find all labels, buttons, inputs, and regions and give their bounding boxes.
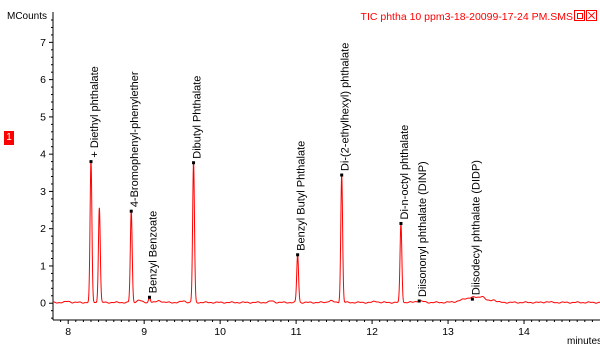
peak-marker — [296, 253, 300, 257]
x-tick-label: 14 — [518, 326, 530, 338]
peak-marker — [470, 297, 474, 301]
x-axis-label: minutes — [567, 336, 600, 347]
y-tick-label: 3 — [40, 186, 46, 198]
y-tick-label: 7 — [40, 37, 46, 49]
peak-marker — [192, 161, 196, 165]
peak-marker — [417, 299, 421, 303]
pane-number-badge[interactable]: 1 — [4, 131, 14, 145]
peak-label: Di-n-octyl phthalate — [399, 125, 411, 220]
peak-label: Benzyl Benzoate — [147, 211, 159, 294]
x-tick-label: 11 — [291, 326, 302, 338]
y-tick-label: 2 — [40, 223, 46, 235]
y-tick-label: 0 — [40, 298, 46, 310]
x-tick-label: 10 — [214, 326, 226, 338]
peak-marker — [340, 173, 344, 177]
peak-label: 4-Bromophenyl-phenylether — [129, 71, 141, 207]
peak-label: + Diethyl phthalate — [89, 66, 101, 157]
y-tick-label: 4 — [40, 149, 46, 161]
x-tick-label: 8 — [65, 326, 71, 338]
y-tick-label: 6 — [40, 74, 46, 86]
y-axis-label: MCounts — [7, 11, 48, 22]
peak-label: Diisodecyl phthalate (DIDP) — [470, 160, 482, 295]
peak-label: Di-(2-ethylhexyl) phthalate — [340, 43, 352, 171]
y-tick-label: 1 — [40, 260, 46, 272]
maximize-icon[interactable] — [574, 10, 585, 21]
peak-label: Dibutyl Phthalate — [192, 76, 204, 159]
x-tick-label: 13 — [442, 326, 454, 338]
y-tick-label: 5 — [40, 111, 46, 123]
peak-marker — [129, 209, 133, 213]
peak-marker — [399, 221, 403, 225]
peak-marker — [147, 295, 151, 299]
peak-label: Diisononyl phthalate (DINP) — [417, 161, 429, 297]
tic-trace — [52, 160, 600, 304]
close-icon[interactable] — [586, 10, 597, 21]
x-tick-label: 12 — [366, 326, 378, 338]
window-controls — [574, 10, 597, 24]
peak-label: Benzyl Butyl Phthalate — [296, 141, 308, 251]
chart-title: TIC phtha 10 ppm3-18-20099-17-24 PM.SMS — [360, 11, 573, 23]
peak-marker — [89, 160, 93, 164]
x-tick-label: 9 — [141, 326, 147, 338]
